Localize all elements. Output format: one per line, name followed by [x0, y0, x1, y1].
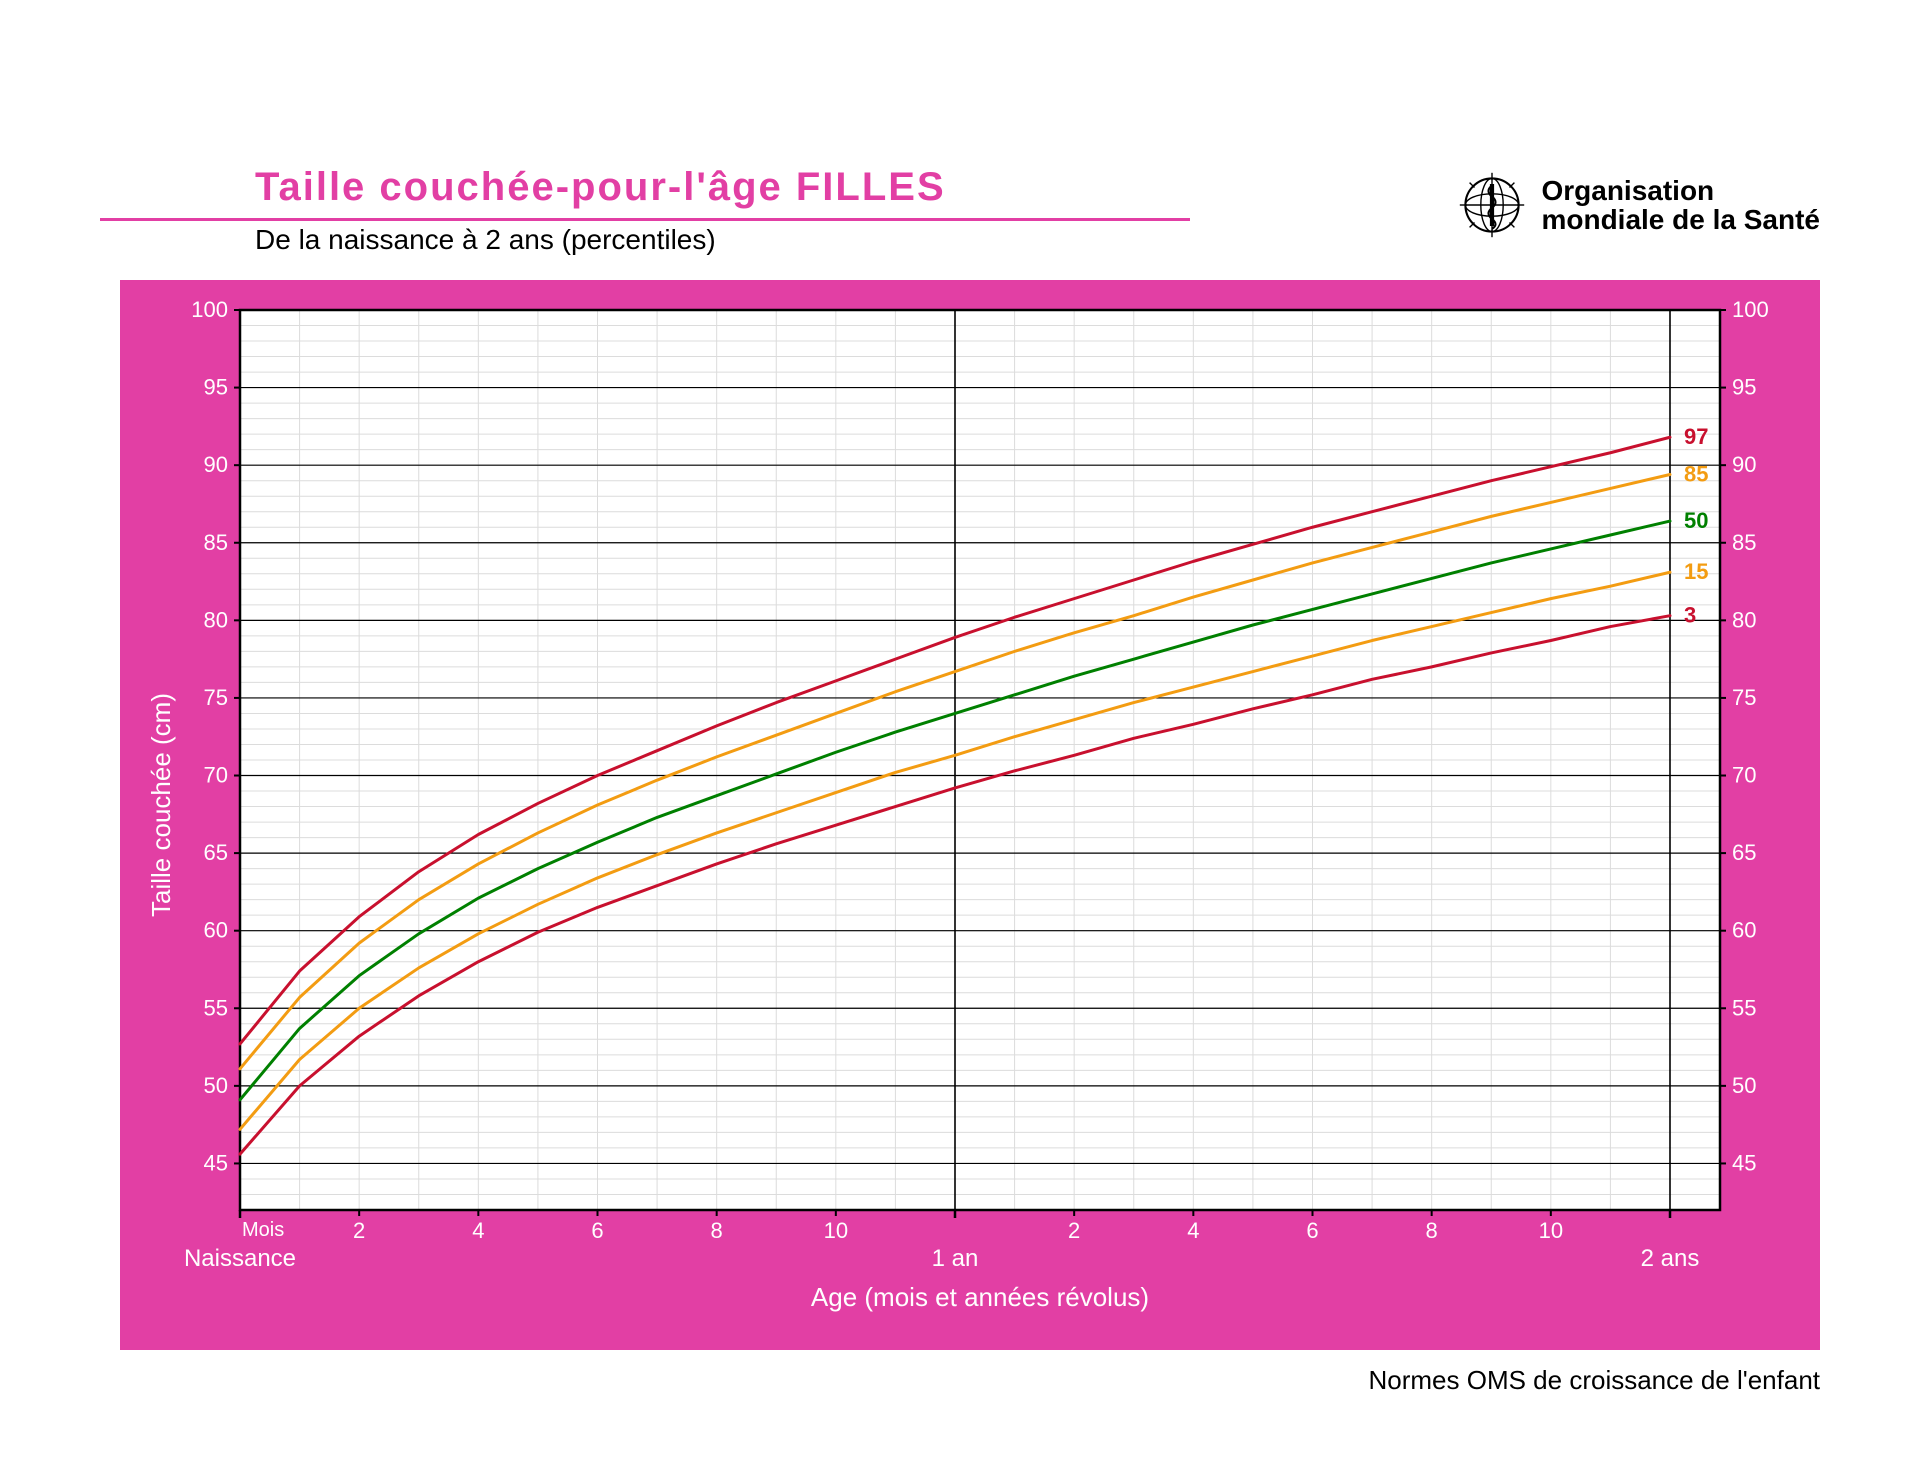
svg-text:85: 85	[204, 530, 228, 555]
page: Taille couchée-pour-l'âge FILLES De la n…	[0, 0, 1920, 1484]
svg-text:50: 50	[1684, 508, 1708, 533]
svg-text:75: 75	[1732, 685, 1756, 710]
svg-text:100: 100	[1732, 297, 1769, 322]
svg-text:8: 8	[711, 1218, 723, 1243]
svg-text:1 an: 1 an	[932, 1245, 979, 1272]
svg-text:4: 4	[472, 1218, 484, 1243]
svg-text:95: 95	[1732, 375, 1756, 400]
svg-text:50: 50	[1732, 1073, 1756, 1098]
svg-text:90: 90	[1732, 452, 1756, 477]
svg-text:8: 8	[1426, 1218, 1438, 1243]
who-logo-line1: Organisation	[1541, 176, 1820, 205]
chart-panel: 45 45 50 50 55 55 60 60 65 65 70 70 75 75 80 80 85 85 90 90…	[120, 280, 1820, 1350]
page-subtitle: De la naissance à 2 ans (percentiles)	[255, 224, 716, 256]
svg-text:90: 90	[204, 452, 228, 477]
svg-text:65: 65	[1732, 840, 1756, 865]
svg-text:Age (mois et années révolus): Age (mois et années révolus)	[811, 1282, 1149, 1312]
title-underline	[100, 218, 1190, 221]
svg-text:Taille couchée (cm): Taille couchée (cm)	[146, 693, 176, 917]
svg-text:4: 4	[1187, 1218, 1199, 1243]
svg-text:45: 45	[204, 1150, 228, 1175]
page-title: Taille couchée-pour-l'âge FILLES	[255, 165, 946, 210]
svg-text:60: 60	[1732, 918, 1756, 943]
svg-text:70: 70	[1732, 763, 1756, 788]
svg-text:Mois: Mois	[242, 1219, 284, 1241]
growth-chart: 45 45 50 50 55 55 60 60 65 65 70 70 75 75 80 80 85 85 90 90…	[120, 280, 1820, 1350]
svg-text:65: 65	[204, 840, 228, 865]
svg-text:80: 80	[1732, 607, 1756, 632]
svg-text:85: 85	[1684, 461, 1708, 486]
svg-text:Naissance: Naissance	[184, 1245, 296, 1272]
who-logo-line2: mondiale de la Santé	[1541, 205, 1820, 234]
who-logo-icon	[1457, 170, 1527, 240]
svg-text:2 ans: 2 ans	[1641, 1245, 1700, 1272]
svg-text:6: 6	[1306, 1218, 1318, 1243]
svg-text:2: 2	[1068, 1218, 1080, 1243]
svg-text:100: 100	[191, 297, 228, 322]
svg-text:6: 6	[591, 1218, 603, 1243]
svg-text:80: 80	[204, 607, 228, 632]
svg-text:10: 10	[1539, 1218, 1563, 1243]
footer-note: Normes OMS de croissance de l'enfant	[1369, 1365, 1821, 1396]
svg-text:75: 75	[204, 685, 228, 710]
svg-text:85: 85	[1732, 530, 1756, 555]
svg-text:15: 15	[1684, 559, 1708, 584]
svg-text:60: 60	[204, 918, 228, 943]
svg-text:2: 2	[353, 1218, 365, 1243]
svg-text:70: 70	[204, 763, 228, 788]
svg-text:95: 95	[204, 375, 228, 400]
svg-text:55: 55	[1732, 995, 1756, 1020]
svg-text:50: 50	[204, 1073, 228, 1098]
who-logo-block: Organisation mondiale de la Santé	[1457, 170, 1820, 240]
svg-text:55: 55	[204, 995, 228, 1020]
who-logo-text: Organisation mondiale de la Santé	[1541, 176, 1820, 235]
svg-text:45: 45	[1732, 1150, 1756, 1175]
svg-text:10: 10	[824, 1218, 848, 1243]
svg-text:3: 3	[1684, 603, 1696, 628]
svg-text:97: 97	[1684, 424, 1708, 449]
